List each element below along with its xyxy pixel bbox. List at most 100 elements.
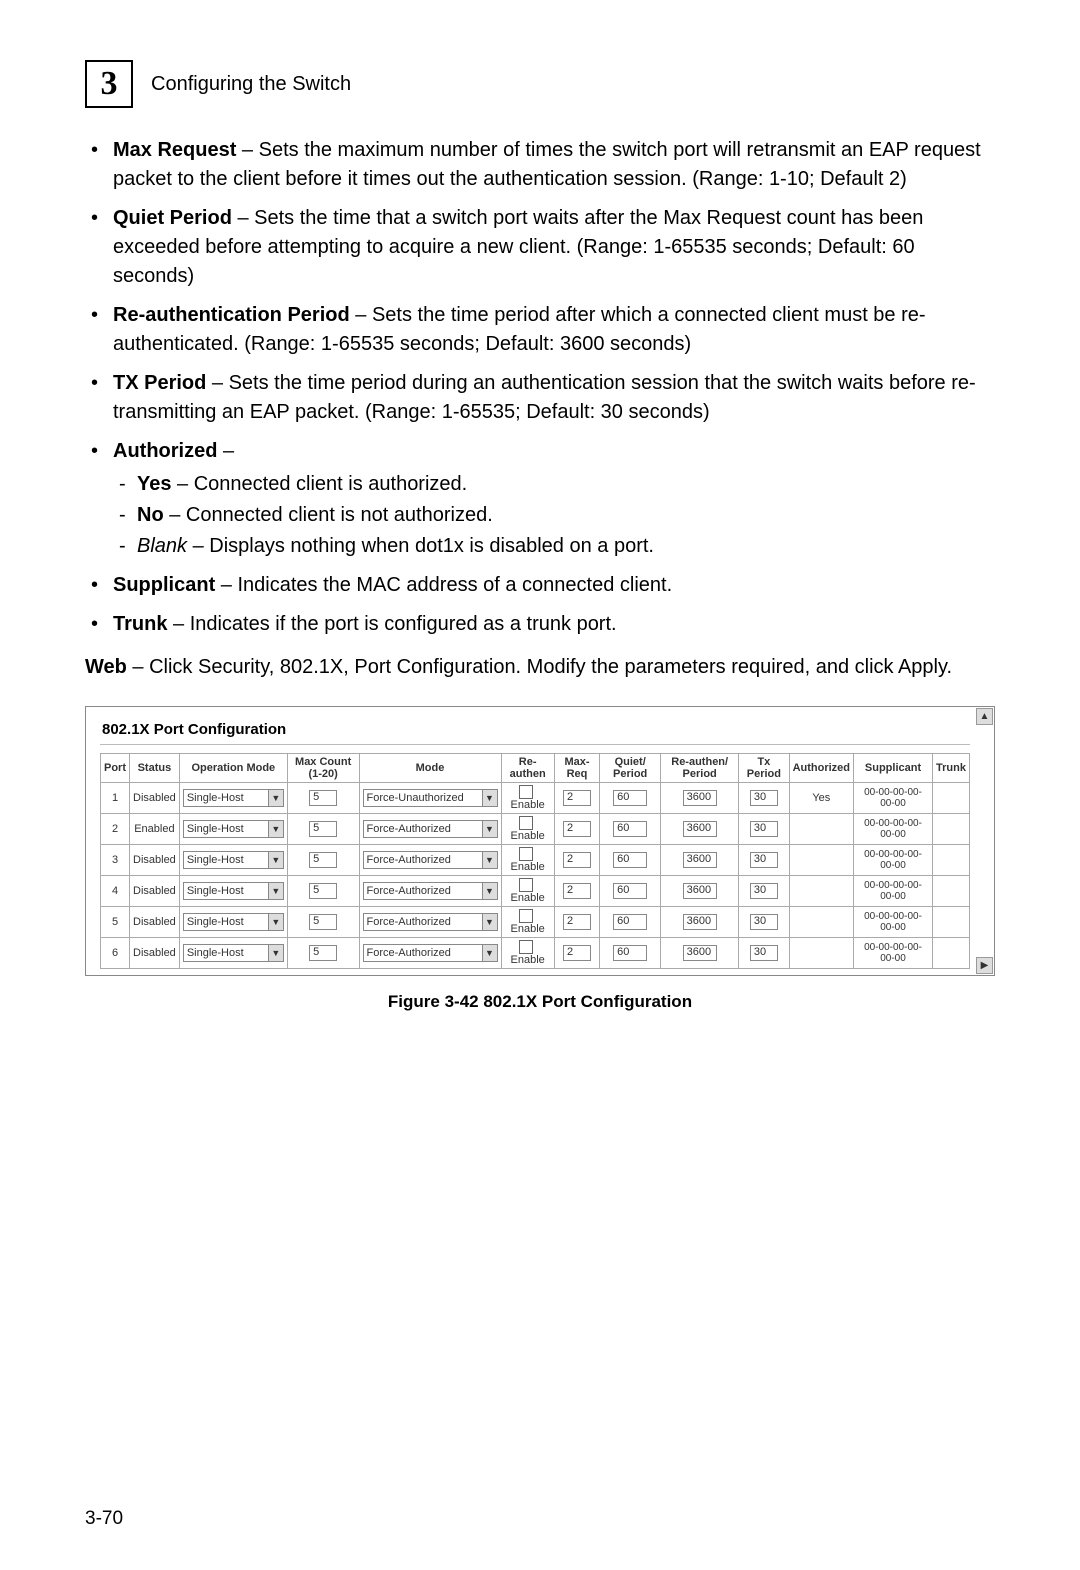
text-input[interactable]: 5 <box>309 914 337 930</box>
select-field[interactable]: Force-Authorized▼ <box>363 820 498 838</box>
chevron-down-icon: ▼ <box>268 790 283 806</box>
term: Max Request <box>113 139 236 161</box>
maxcount-cell: 5 <box>287 876 359 907</box>
select-field[interactable]: Force-Authorized▼ <box>363 913 498 931</box>
select-field[interactable]: Single-Host▼ <box>183 944 284 962</box>
text-input[interactable]: 3600 <box>683 914 717 930</box>
reauth-checkbox[interactable] <box>519 878 533 892</box>
text-input[interactable]: 3600 <box>683 945 717 961</box>
column-header: Port <box>101 754 130 783</box>
auth-cell <box>789 845 853 876</box>
list-item: Max Request – Sets the maximum number of… <box>113 136 995 194</box>
text-input[interactable]: 5 <box>309 945 337 961</box>
web-text: – Click Security, 802.1X, Port Configura… <box>127 656 952 678</box>
select-value: Force-Authorized <box>364 852 482 868</box>
divider <box>100 744 970 745</box>
page-number: 3-70 <box>85 1508 123 1530</box>
page-header: 3 Configuring the Switch <box>85 60 995 108</box>
select-field[interactable]: Single-Host▼ <box>183 882 284 900</box>
select-field[interactable]: Single-Host▼ <box>183 851 284 869</box>
scroll-up-button[interactable]: ▲ <box>976 708 993 725</box>
text-input[interactable]: 2 <box>563 945 591 961</box>
port-cell: 4 <box>101 876 130 907</box>
definition-list: Max Request – Sets the maximum number of… <box>85 136 995 639</box>
select-field[interactable]: Single-Host▼ <box>183 789 284 807</box>
auth-cell: Yes <box>789 783 853 814</box>
reauth-label: Enable <box>511 954 545 966</box>
text-input[interactable]: 3600 <box>683 852 717 868</box>
text-input[interactable]: 30 <box>750 945 778 961</box>
term: Trunk <box>113 613 167 635</box>
text-input[interactable]: 60 <box>613 945 647 961</box>
list-item: Quiet Period – Sets the time that a swit… <box>113 204 995 291</box>
text-input[interactable]: 5 <box>309 883 337 899</box>
status-cell: Disabled <box>130 907 180 938</box>
text-input[interactable]: 60 <box>613 914 647 930</box>
text-input[interactable]: 5 <box>309 790 337 806</box>
text-input[interactable]: 3600 <box>683 883 717 899</box>
sub-list-item: No – Connected client is not authorized. <box>137 501 995 530</box>
maxreq-cell: 2 <box>554 938 599 969</box>
supplicant-cell: 00-00-00-00-00-00 <box>854 783 933 814</box>
column-header: Mode <box>359 754 501 783</box>
text-input[interactable]: 2 <box>563 852 591 868</box>
text-input[interactable]: 2 <box>563 914 591 930</box>
web-lead: Web <box>85 656 127 678</box>
text-input[interactable]: 60 <box>613 790 647 806</box>
reauth-checkbox[interactable] <box>519 940 533 954</box>
reauthp-cell: 3600 <box>661 938 739 969</box>
text-input[interactable]: 5 <box>309 852 337 868</box>
term: Re-authentication Period <box>113 304 350 326</box>
quiet-cell: 60 <box>600 845 661 876</box>
reauth-checkbox[interactable] <box>519 909 533 923</box>
select-field[interactable]: Force-Authorized▼ <box>363 851 498 869</box>
text-input[interactable]: 3600 <box>683 821 717 837</box>
list-item: Supplicant – Indicates the MAC address o… <box>113 571 995 600</box>
text-input[interactable]: 5 <box>309 821 337 837</box>
txp-cell: 30 <box>739 938 789 969</box>
text-input[interactable]: 60 <box>613 821 647 837</box>
text-input[interactable]: 30 <box>750 852 778 868</box>
select-field[interactable]: Force-Unauthorized▼ <box>363 789 498 807</box>
reauth-cell: Enable <box>501 938 554 969</box>
text-input[interactable]: 2 <box>563 790 591 806</box>
text-input[interactable]: 2 <box>563 821 591 837</box>
select-field[interactable]: Force-Authorized▼ <box>363 944 498 962</box>
status-cell: Disabled <box>130 938 180 969</box>
text-input[interactable]: 30 <box>750 790 778 806</box>
table-row: 5DisabledSingle-Host▼5Force-Authorized▼E… <box>101 907 970 938</box>
reauth-checkbox[interactable] <box>519 816 533 830</box>
status-cell: Disabled <box>130 845 180 876</box>
text-input[interactable]: 2 <box>563 883 591 899</box>
text-input[interactable]: 30 <box>750 883 778 899</box>
text-input[interactable]: 60 <box>613 852 647 868</box>
select-field[interactable]: Single-Host▼ <box>183 913 284 931</box>
mode-cell: Force-Authorized▼ <box>359 845 501 876</box>
select-field[interactable]: Force-Authorized▼ <box>363 882 498 900</box>
text-input[interactable]: 3600 <box>683 790 717 806</box>
port-cell: 3 <box>101 845 130 876</box>
term-text: – Sets the maximum number of times the s… <box>113 139 981 190</box>
panel-title: 802.1X Port Configuration <box>102 721 970 738</box>
text-input[interactable]: 30 <box>750 821 778 837</box>
text-input[interactable]: 60 <box>613 883 647 899</box>
status-cell: Disabled <box>130 876 180 907</box>
column-header: Supplicant <box>854 754 933 783</box>
reauth-checkbox[interactable] <box>519 847 533 861</box>
column-header: Max Count (1-20) <box>287 754 359 783</box>
text-input[interactable]: 30 <box>750 914 778 930</box>
scroll-down-right-button[interactable]: ▶ <box>976 957 993 974</box>
reauth-checkbox[interactable] <box>519 785 533 799</box>
opmode-cell: Single-Host▼ <box>179 938 287 969</box>
chevron-down-icon: ▼ <box>268 883 283 899</box>
column-header: Operation Mode <box>179 754 287 783</box>
select-value: Single-Host <box>184 852 268 868</box>
trunk-cell <box>932 814 969 845</box>
reauth-cell: Enable <box>501 783 554 814</box>
status-cell: Disabled <box>130 783 180 814</box>
mode-cell: Force-Authorized▼ <box>359 814 501 845</box>
select-value: Force-Authorized <box>364 821 482 837</box>
select-field[interactable]: Single-Host▼ <box>183 820 284 838</box>
table-row: 3DisabledSingle-Host▼5Force-Authorized▼E… <box>101 845 970 876</box>
column-header: Re-authen <box>501 754 554 783</box>
